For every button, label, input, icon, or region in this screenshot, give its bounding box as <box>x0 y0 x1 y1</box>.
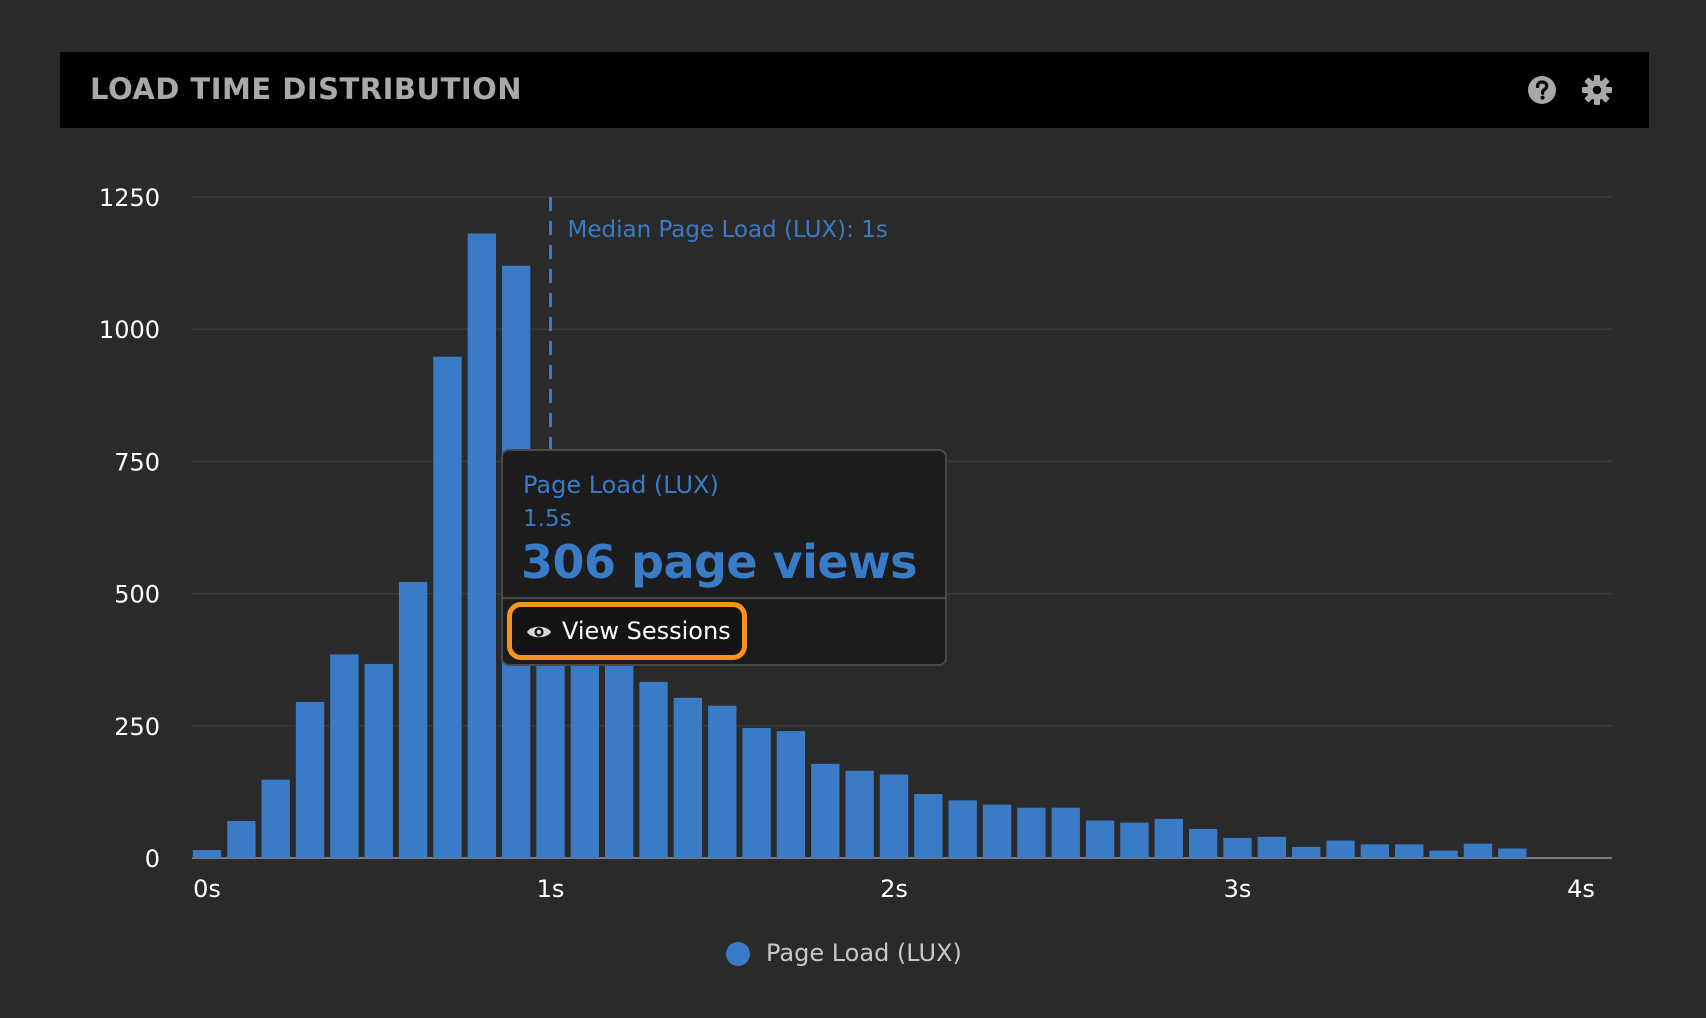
histogram-bar[interactable] <box>192 850 222 858</box>
histogram-bar[interactable] <box>467 233 496 859</box>
histogram-bar[interactable] <box>673 697 703 858</box>
gear-icon <box>1582 75 1612 105</box>
histogram-bar[interactable] <box>330 654 359 858</box>
histogram-bar[interactable] <box>982 804 1012 858</box>
histogram-bar[interactable] <box>1051 807 1080 858</box>
histogram-bar[interactable] <box>364 663 393 858</box>
histogram-bar[interactable] <box>398 581 428 858</box>
histogram-bar[interactable] <box>639 681 668 858</box>
histogram-bar[interactable] <box>1395 844 1424 858</box>
view-sessions-label: View Sessions <box>562 617 731 645</box>
tooltip-value: 306 page views <box>521 535 917 589</box>
histogram-bar[interactable] <box>708 705 737 858</box>
histogram-bar[interactable] <box>1223 837 1252 858</box>
panel-header: LOAD TIME DISTRIBUTION <box>60 52 1649 128</box>
histogram-bar[interactable] <box>1257 836 1287 858</box>
median-label: Median Page Load (LUX): 1s <box>568 217 888 243</box>
histogram-bar[interactable] <box>742 727 771 858</box>
tooltip-bucket: 1.5s <box>523 506 572 532</box>
y-tick-label: 1000 <box>99 316 160 344</box>
histogram-bar[interactable] <box>570 654 600 858</box>
x-tick-label: 1s <box>537 875 565 903</box>
chart-tooltip: Page Load (LUX) 1.5s 306 page views View… <box>501 449 947 666</box>
histogram-bar[interactable] <box>948 800 977 858</box>
y-tick-label: 1250 <box>99 184 160 212</box>
histogram-bar[interactable] <box>1292 846 1321 858</box>
tooltip-divider <box>503 597 945 599</box>
histogram-bar[interactable] <box>845 770 874 858</box>
y-tick-label: 0 <box>145 845 160 873</box>
help-button[interactable] <box>1526 74 1558 106</box>
view-sessions-button[interactable]: View Sessions <box>507 602 747 660</box>
histogram-bar[interactable] <box>1498 848 1527 858</box>
histogram-bar[interactable] <box>811 763 840 858</box>
histogram-bar[interactable] <box>1188 828 1218 858</box>
panel-title: LOAD TIME DISTRIBUTION <box>90 72 523 106</box>
histogram-bar[interactable] <box>227 820 256 858</box>
y-tick-label: 750 <box>114 448 160 476</box>
histogram-bar[interactable] <box>295 702 325 858</box>
legend-label: Page Load (LUX) <box>766 939 962 967</box>
histogram-bar[interactable] <box>879 774 909 858</box>
legend-marker <box>726 942 750 966</box>
tooltip-series-name: Page Load (LUX) <box>523 471 719 499</box>
histogram-bar[interactable] <box>776 731 806 858</box>
x-tick-label: 2s <box>880 875 908 903</box>
x-tick-label: 4s <box>1567 875 1595 903</box>
histogram-bar[interactable] <box>261 779 290 858</box>
histogram-bar[interactable] <box>433 356 462 858</box>
x-tick-label: 0s <box>193 875 221 903</box>
histogram-bar[interactable] <box>1463 843 1493 858</box>
histogram-bar[interactable] <box>1360 844 1390 858</box>
histogram-bar[interactable] <box>1120 822 1149 858</box>
y-tick-label: 250 <box>114 713 160 741</box>
histogram-bar[interactable] <box>914 794 943 858</box>
x-tick-label: 3s <box>1224 875 1252 903</box>
histogram-bar[interactable] <box>1085 820 1115 858</box>
eye-icon <box>527 626 551 638</box>
histogram-bar[interactable] <box>605 657 634 858</box>
histogram-bar[interactable] <box>1154 818 1183 858</box>
settings-button[interactable] <box>1581 74 1613 106</box>
question-circle-icon <box>1528 76 1556 104</box>
histogram-bar[interactable] <box>1429 850 1458 858</box>
histogram-bar[interactable] <box>1326 840 1355 858</box>
histogram-bar[interactable] <box>1017 807 1046 858</box>
y-tick-label: 500 <box>114 581 160 609</box>
